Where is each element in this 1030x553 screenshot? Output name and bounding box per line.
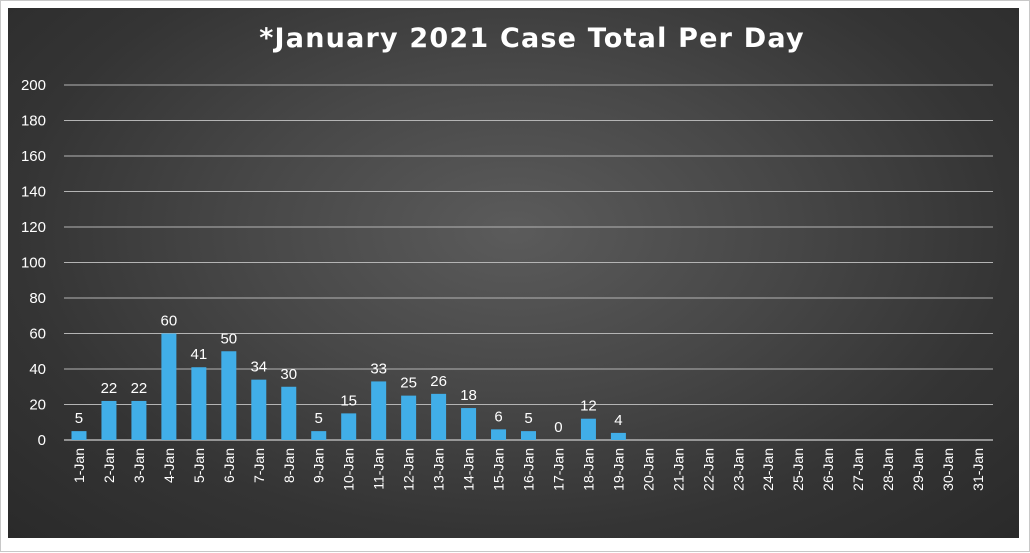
data-label: 5 [315,410,323,427]
data-label: 5 [524,410,532,427]
chart-area [8,8,1019,538]
x-tick-label: 2-Jan [101,448,117,483]
data-label: 0 [554,419,562,436]
bar-14-Jan [461,408,477,440]
x-tick-label: 1-Jan [71,448,87,483]
data-label: 50 [220,330,237,347]
x-tick-label: 13-Jan [431,448,447,491]
data-label: 22 [101,380,118,397]
bar-3-Jan [131,400,147,440]
y-tick-label: 20 [29,397,46,414]
x-tick-label: 3-Jan [131,448,147,483]
x-tick-label: 11-Jan [371,448,387,490]
bar-10-Jan [341,413,357,440]
y-tick-label: 180 [21,113,46,130]
y-tick-label: 200 [21,77,46,94]
x-tick-label: 15-Jan [491,448,507,491]
bar-6-Jan [221,351,237,440]
bar-18-Jan [580,418,596,440]
data-label: 34 [250,359,267,376]
bar-7-Jan [251,379,267,440]
x-tick-label: 19-Jan [610,448,626,491]
x-tick-label: 23-Jan [730,448,746,491]
bar-15-Jan [491,429,507,440]
chart-title: *January 2021 Case Total Per Day [259,23,805,54]
x-tick-label: 7-Jan [251,448,267,483]
x-tick-label: 25-Jan [790,448,806,491]
x-tick-label: 4-Jan [161,448,177,483]
bar-11-Jan [371,381,387,440]
bar-4-Jan [161,333,177,440]
x-tick-label: 28-Jan [880,448,896,491]
x-tick-label: 6-Jan [221,448,237,483]
x-tick-label: 22-Jan [700,448,716,491]
x-tick-label: 8-Jan [281,448,297,483]
bar-19-Jan [610,432,626,440]
bar-12-Jan [401,395,417,440]
data-label: 41 [191,346,208,363]
data-label: 6 [494,408,502,425]
bar-1-Jan [71,431,87,440]
y-tick-label: 40 [29,361,46,378]
data-label: 12 [580,398,597,415]
data-label: 33 [370,360,387,377]
data-label: 5 [75,410,83,427]
x-tick-label: 24-Jan [760,448,776,491]
data-label: 4 [614,412,622,429]
x-tick-label: 10-Jan [341,448,357,491]
x-tick-label: 21-Jan [670,448,686,491]
x-tick-label: 5-Jan [191,448,207,483]
bar-9-Jan [311,431,327,440]
y-tick-label: 80 [29,290,46,307]
x-tick-label: 16-Jan [521,448,537,491]
data-label: 22 [131,380,148,397]
data-label: 25 [400,375,417,392]
x-tick-label: 26-Jan [820,448,836,491]
x-tick-label: 31-Jan [970,448,986,491]
data-label: 18 [460,387,477,404]
y-tick-label: 120 [21,219,46,236]
y-tick-label: 0 [38,432,46,449]
x-tick-label: 18-Jan [580,448,596,491]
data-label: 60 [161,313,178,330]
x-tick-label: 30-Jan [940,448,956,491]
x-tick-label: 29-Jan [910,448,926,491]
x-tick-label: 17-Jan [550,448,566,491]
y-tick-label: 60 [29,326,46,343]
y-tick-label: 160 [21,148,46,165]
data-label: 30 [280,366,297,383]
x-tick-label: 27-Jan [850,448,866,491]
bar-16-Jan [521,431,536,440]
bar-13-Jan [431,393,447,440]
x-tick-label: 12-Jan [401,448,417,491]
data-label: 26 [430,373,447,390]
bar-5-Jan [191,367,207,440]
x-tick-label: 9-Jan [311,448,327,483]
bar-2-Jan [101,400,117,440]
y-tick-label: 140 [21,184,46,201]
bar-8-Jan [281,386,297,440]
y-tick-label: 100 [21,255,46,272]
x-tick-label: 20-Jan [640,448,656,491]
x-tick-label: 14-Jan [461,448,477,491]
data-label: 15 [340,392,357,409]
